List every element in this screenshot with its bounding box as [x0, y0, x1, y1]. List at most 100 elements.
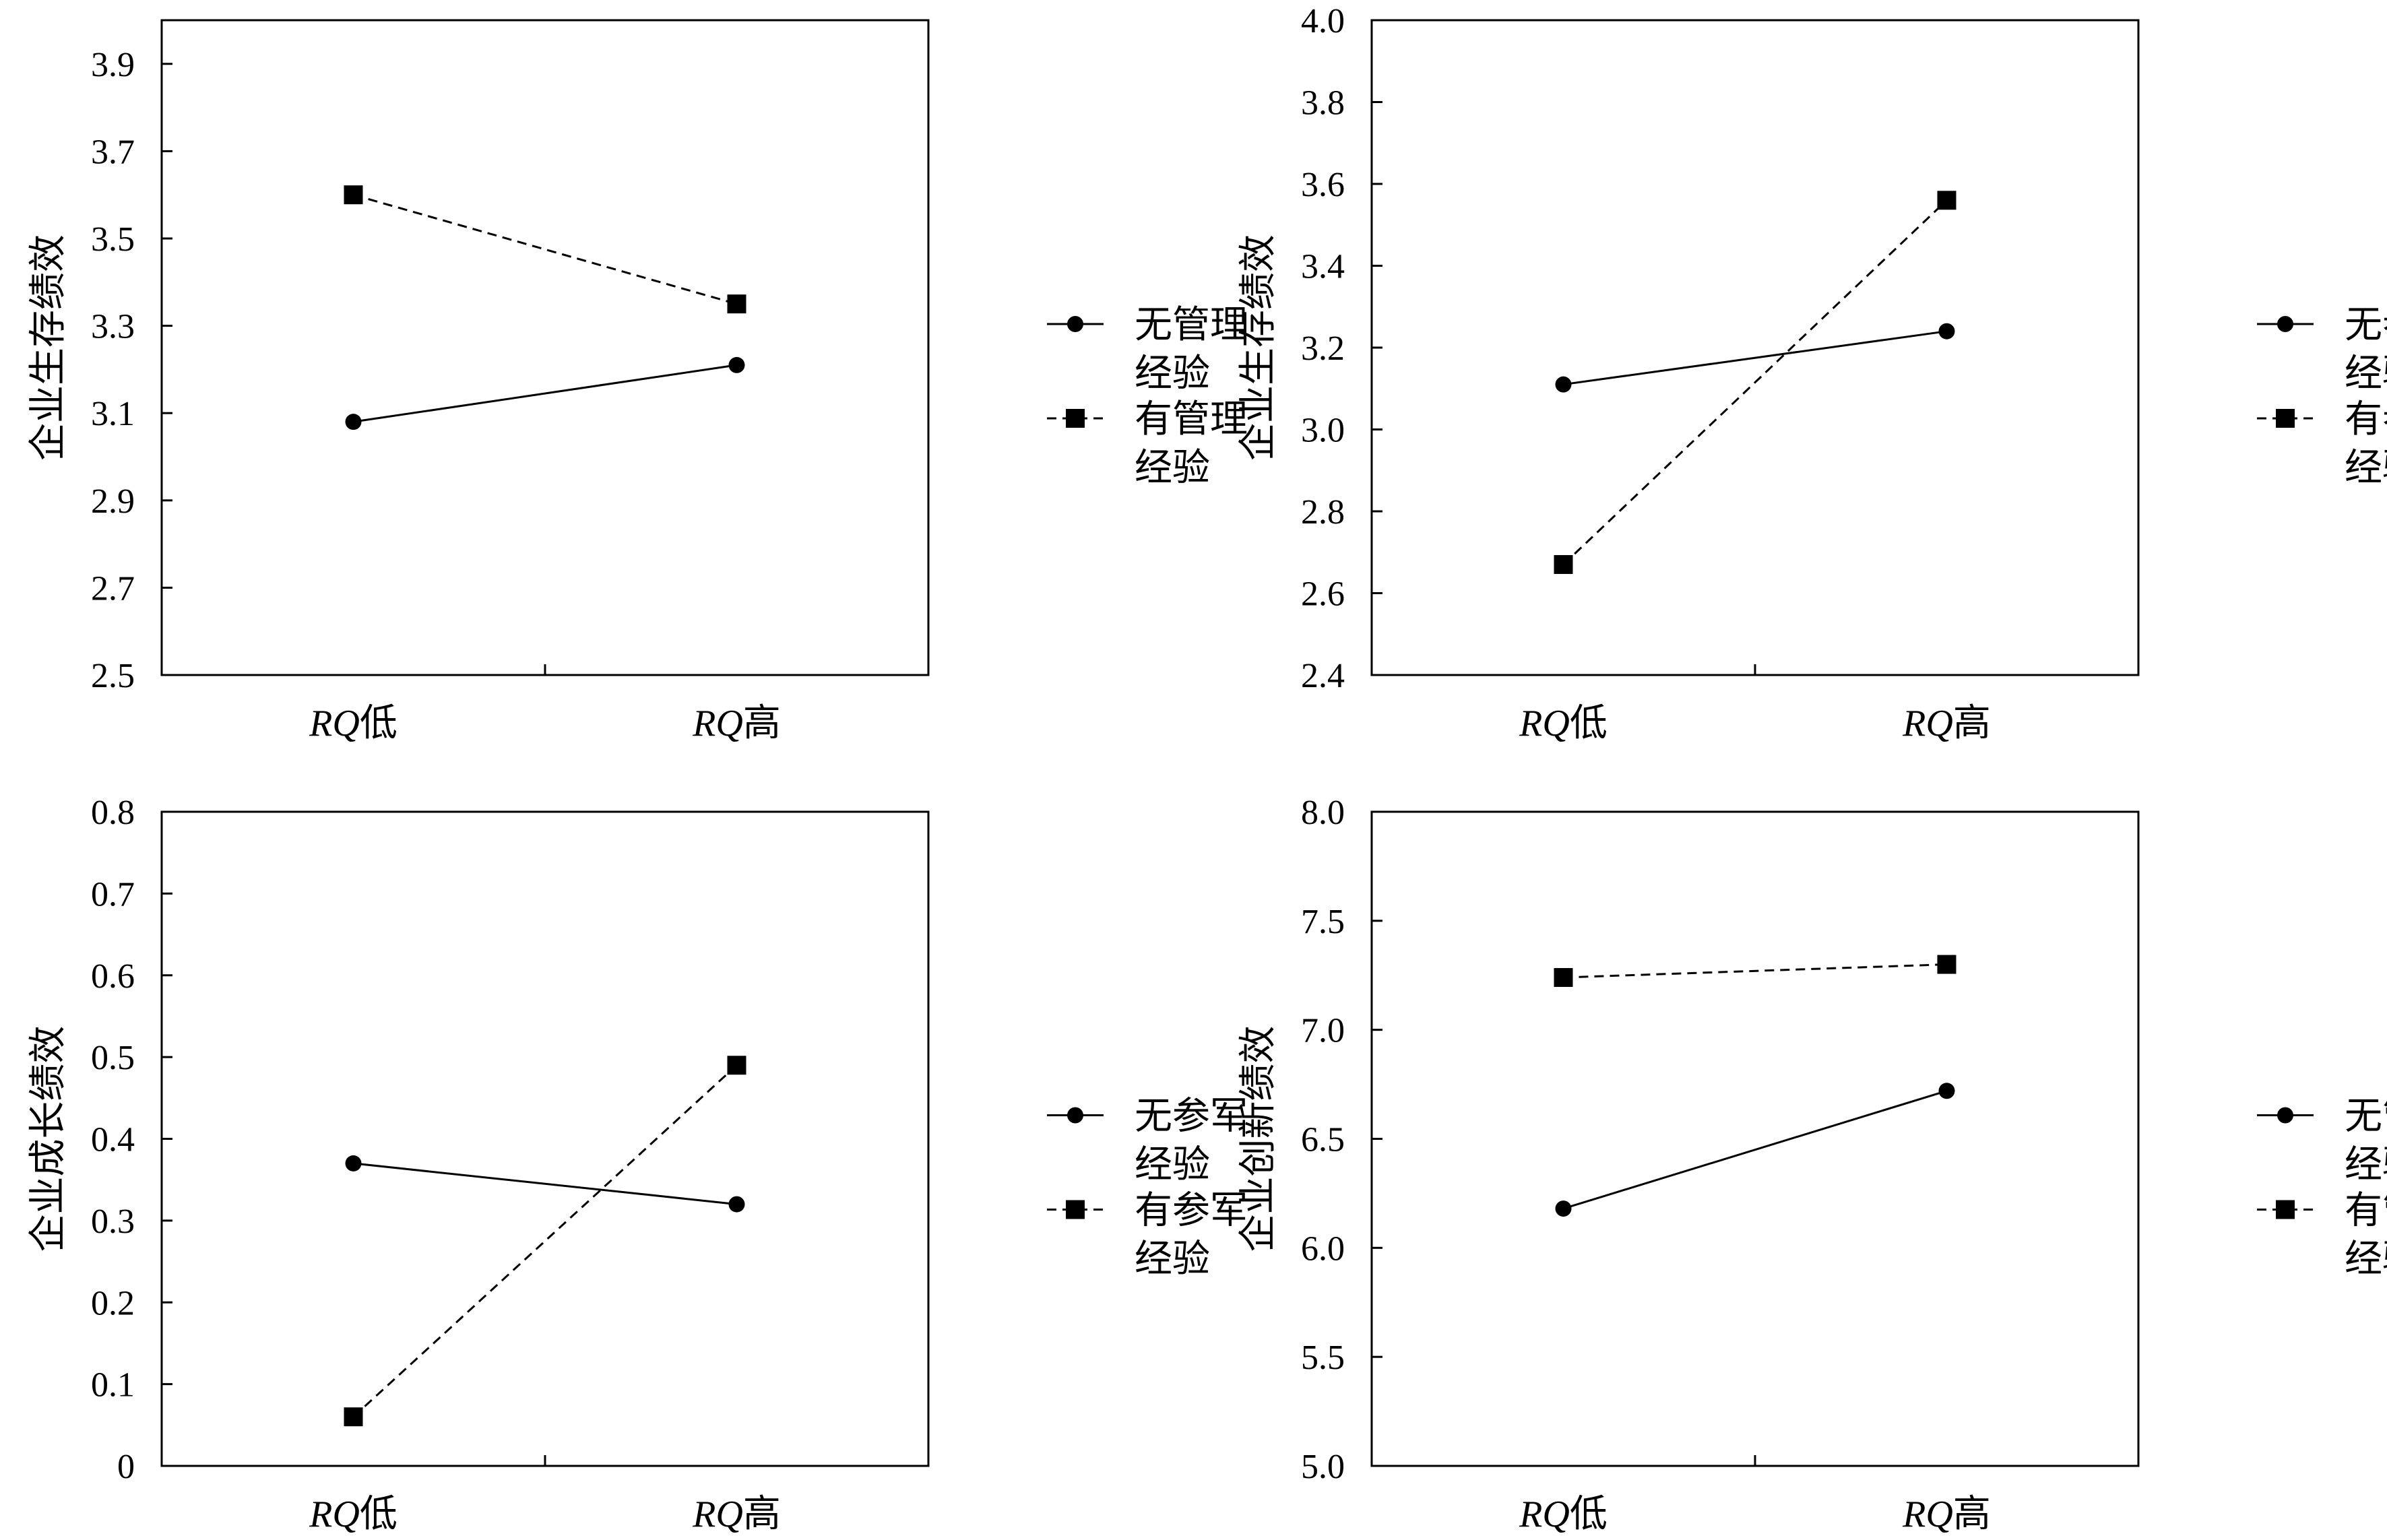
legend-label: 有管理: [2345, 1190, 2387, 1232]
y-tick-label: 3.5: [91, 220, 135, 259]
x-category-italic: RQ: [692, 703, 743, 744]
x-category-label: RQ低: [309, 1494, 397, 1535]
x-category-label: RQ高: [1902, 703, 1991, 744]
y-tick-label: 5.5: [1301, 1339, 1345, 1377]
series-line: [353, 364, 737, 423]
y-tick-label: 6.0: [1301, 1229, 1345, 1268]
y-tick-label: 0.4: [91, 1121, 135, 1159]
legend-square-icon: [2276, 1200, 2295, 1219]
chart-2: 2.42.62.83.03.23.43.63.84.0RQ低 RQ高企业生存绩效无…: [1238, 2, 2387, 744]
y-tick-label: 2.6: [1301, 575, 1345, 614]
y-axis-title: 企业成长绩效: [28, 1026, 69, 1252]
legend-label: 经验: [2345, 447, 2387, 489]
legend-label: 经验: [2345, 1239, 2387, 1281]
y-tick-label: 0.3: [91, 1202, 135, 1241]
x-category-label: RQ低: [1519, 703, 1608, 744]
x-category-label: RQ低: [1519, 1494, 1608, 1535]
legend-label: 无参军: [2345, 304, 2387, 346]
y-tick-label: 6.5: [1301, 1121, 1345, 1159]
y-tick-label: 2.5: [91, 657, 135, 695]
x-category-italic: RQ: [309, 703, 360, 744]
x-category-suffix: 低: [360, 703, 397, 744]
x-category-italic: RQ: [1902, 1494, 1953, 1535]
data-point-square: [1554, 967, 1573, 987]
series-line: [1562, 199, 1948, 566]
plot-frame: [160, 810, 930, 1467]
legend-circle-icon: [2277, 1107, 2293, 1124]
y-tick-label: 3.7: [91, 133, 135, 171]
x-category-suffix: 低: [1570, 1494, 1608, 1535]
series-line: [1563, 963, 1947, 979]
x-category-label: RQ高: [692, 703, 781, 744]
data-point-circle: [1938, 1083, 1955, 1099]
legend-square-icon: [1066, 1200, 1085, 1219]
y-tick-label: 2.4: [1301, 657, 1345, 695]
data-point-circle: [1555, 1200, 1572, 1217]
y-tick-label: 0.2: [91, 1284, 135, 1322]
x-category-suffix: 高: [1953, 1494, 1991, 1535]
series-line: [352, 1064, 738, 1418]
legend-label: 无管理: [2345, 1096, 2387, 1138]
data-point-circle: [345, 1155, 362, 1172]
y-tick-label: 3.8: [1301, 84, 1345, 123]
data-point-square: [344, 185, 363, 205]
y-tick-label: 8.0: [1301, 794, 1345, 832]
x-category-italic: RQ: [692, 1494, 743, 1535]
legend-circle-icon: [2277, 316, 2293, 332]
y-tick-label: 3.2: [1301, 329, 1345, 368]
y-tick-label: 0: [117, 1448, 135, 1486]
data-point-square: [727, 1056, 746, 1075]
x-category-label: RQ高: [692, 1494, 781, 1535]
series-line: [353, 1162, 737, 1206]
legend-label: 有参军: [2345, 399, 2387, 441]
y-tick-label: 2.7: [91, 569, 135, 608]
series-line: [353, 193, 737, 305]
y-axis-title: 企业创新绩效: [1238, 1026, 1279, 1252]
data-point-square: [1937, 191, 1956, 210]
y-tick-label: 4.0: [1301, 2, 1345, 40]
x-category-italic: RQ: [1519, 703, 1570, 744]
x-category-label: RQ低: [309, 703, 397, 744]
x-category-suffix: 高: [1953, 703, 1991, 744]
data-point-circle: [1938, 323, 1955, 340]
y-tick-label: 3.3: [91, 308, 135, 346]
y-tick-label: 3.1: [91, 395, 135, 433]
y-axis-title: 企业生存绩效: [1238, 234, 1279, 461]
chart-4: 5.05.56.06.57.07.58.0RQ低RQ高企业创新绩效无管理经验有管…: [1238, 794, 2387, 1535]
legend-square-icon: [2276, 409, 2295, 428]
y-tick-label: 0.1: [91, 1366, 135, 1405]
y-tick-label: 0.6: [91, 957, 135, 996]
x-category-italic: RQ: [1902, 703, 1953, 744]
legend-square-icon: [1066, 409, 1085, 428]
x-category-suffix: 高: [743, 703, 781, 744]
y-axis-title: 企业生存绩效: [28, 234, 69, 461]
x-category-italic: RQ: [309, 1494, 360, 1535]
series-line: [1563, 330, 1947, 386]
legend-label: 经验: [1135, 1239, 1210, 1281]
data-point-square: [727, 294, 746, 314]
legend-label: 有参军: [1135, 1190, 1248, 1232]
data-point-square: [1554, 554, 1573, 574]
legend-label: 经验: [1135, 1145, 1210, 1186]
x-category-suffix: 低: [360, 1494, 397, 1535]
data-point-circle: [345, 414, 362, 430]
data-point-circle: [1555, 376, 1572, 393]
y-tick-label: 3.6: [1301, 166, 1345, 204]
legend-label: 经验: [1135, 353, 1210, 395]
y-tick-label: 3.0: [1301, 412, 1345, 450]
y-tick-label: 2.8: [1301, 493, 1345, 532]
legend-label: 有管理: [1135, 399, 1248, 441]
legend-circle-icon: [1067, 1107, 1083, 1124]
x-category-suffix: 低: [1570, 703, 1608, 744]
data-point-square: [344, 1407, 363, 1427]
y-tick-label: 7.5: [1301, 903, 1345, 941]
y-tick-label: 0.8: [91, 794, 135, 832]
y-tick-label: 7.0: [1301, 1012, 1345, 1050]
data-point-circle: [728, 356, 745, 373]
plot-frame: [160, 19, 930, 676]
x-category-label: RQ高: [1902, 1494, 1991, 1535]
data-point-square: [1937, 955, 1956, 974]
plot-frame: [1370, 19, 2140, 676]
